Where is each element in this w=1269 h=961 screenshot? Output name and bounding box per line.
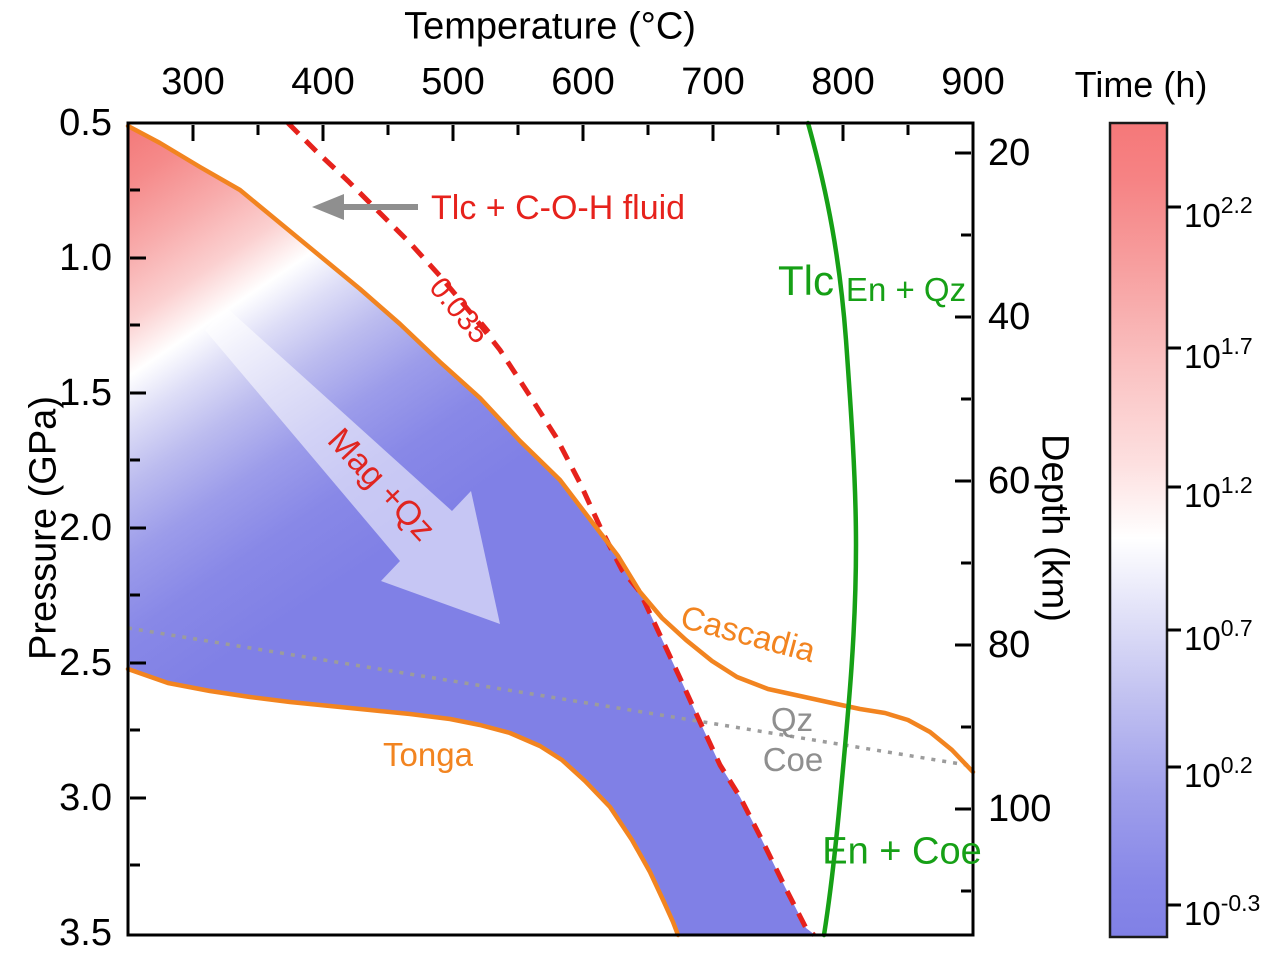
right-tick-label: 40 xyxy=(988,296,1031,338)
right-axis-minor-ticks xyxy=(961,233,971,893)
colorbar-base: 10 xyxy=(1184,197,1221,234)
colorbar-exponent: 1.2 xyxy=(1220,472,1253,498)
left-tick-label: 1.0 xyxy=(59,237,112,279)
plot-border xyxy=(126,121,975,937)
colorbar-exponent: 0.7 xyxy=(1220,615,1253,641)
colorbar-tick-label: 101.7 xyxy=(1184,329,1253,376)
left-tick-label: 2.0 xyxy=(59,507,112,549)
colorbar xyxy=(1108,121,1169,939)
colorbar-base: 10 xyxy=(1184,895,1221,932)
left-tick-label: 2.5 xyxy=(59,642,112,684)
colorbar-base: 10 xyxy=(1184,757,1221,794)
top-tick-label: 400 xyxy=(291,61,355,103)
talc-cohfluid-dashed-curve xyxy=(286,121,816,937)
colorbar-exponent: 0.2 xyxy=(1220,752,1253,778)
left-axis-major-ticks xyxy=(130,256,146,800)
gray-arrowhead-icon xyxy=(312,194,344,220)
colorbar-tick-label: 102.2 xyxy=(1184,188,1253,235)
left-tick-label: 0.5 xyxy=(59,102,112,144)
top-axis-major-ticks xyxy=(191,125,845,141)
tlc-label: Tlc xyxy=(778,257,834,304)
colorbar-base: 10 xyxy=(1184,477,1221,514)
left-tick-label: 1.5 xyxy=(59,372,112,414)
right-axis-title: Depth (km) xyxy=(1033,434,1076,622)
top-tick-label: 900 xyxy=(941,61,1005,103)
colorbar-base: 10 xyxy=(1184,620,1221,657)
left-tick-label: 3.5 xyxy=(59,912,112,954)
right-tick-label: 100 xyxy=(988,788,1052,830)
colorbar-title: Time (h) xyxy=(1074,64,1208,105)
coe-label: Coe xyxy=(762,741,824,778)
en-coe-label: En + Coe xyxy=(822,830,982,873)
colorbar-tick-label: 100.2 xyxy=(1184,748,1253,795)
cascadia-geotherm-curve xyxy=(125,123,976,775)
left-tick-label: 3.0 xyxy=(59,777,112,819)
right-tick-label: 80 xyxy=(988,624,1031,666)
top-tick-label: 700 xyxy=(681,61,745,103)
colorbar-exponent: -0.3 xyxy=(1220,890,1261,916)
colorbar-tick-label: 100.7 xyxy=(1184,611,1253,658)
top-axis-minor-ticks xyxy=(256,125,910,135)
top-tick-label: 300 xyxy=(161,61,225,103)
colorbar-exponent: 1.7 xyxy=(1220,333,1253,359)
right-tick-label: 60 xyxy=(988,460,1031,502)
qz-label: Qz xyxy=(770,701,814,738)
colorbar-base: 10 xyxy=(1184,338,1221,375)
top-axis-title: Temperature (°C) xyxy=(404,5,696,48)
reaction-direction-arrow xyxy=(205,308,500,624)
tonga-geotherm-curve xyxy=(125,666,681,938)
top-tick-label: 600 xyxy=(551,61,615,103)
tlc-coh-fluid-label: Tlc + C-O-H fluid xyxy=(431,189,686,227)
colorbar-exponent: 2.2 xyxy=(1220,192,1253,218)
colorbar-tick-label: 101.2 xyxy=(1184,468,1253,515)
top-tick-label: 500 xyxy=(421,61,485,103)
left-axis-minor-ticks xyxy=(130,188,140,867)
colorbar-tick-marks xyxy=(1167,205,1181,907)
top-tick-label: 800 xyxy=(811,61,875,103)
tonga-label: Tonga xyxy=(383,736,473,773)
right-axis-major-ticks xyxy=(955,151,971,811)
talc-enstatite-boundary-curve xyxy=(805,120,859,938)
en-qz-label: En + Qz xyxy=(845,271,967,308)
colorbar-tick-label: 10-0.3 xyxy=(1184,886,1260,933)
right-tick-label: 20 xyxy=(988,132,1031,174)
